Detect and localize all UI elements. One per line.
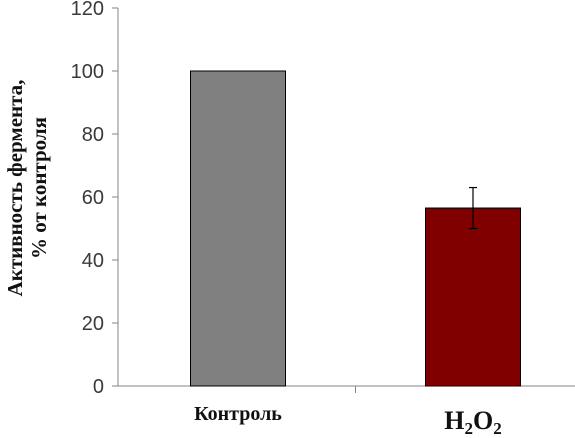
axes: 0 20 40 60 80 100 120 xyxy=(71,0,575,398)
y-tick-label: 120 xyxy=(71,0,104,20)
y-tick-label: 80 xyxy=(82,124,104,146)
error-bars xyxy=(469,186,477,230)
y-tick-label: 20 xyxy=(82,313,104,335)
y-tick-label: 60 xyxy=(82,187,104,209)
bar-2 xyxy=(425,207,521,387)
x-axis-labels: Контроль H2O2 xyxy=(194,403,502,438)
x-category-label-part: H xyxy=(444,406,464,435)
y-axis-title: Активность фермента, % от контроля xyxy=(3,80,51,297)
y-axis-title-line-1: Активность фермента, xyxy=(3,80,27,297)
x-category-label-2: H2O2 xyxy=(444,406,501,438)
y-axis-title-line-2: % от контроля xyxy=(27,117,51,259)
x-category-label-part: 2 xyxy=(493,419,502,438)
bar-1 xyxy=(190,70,286,387)
y-tick-label: 100 xyxy=(71,61,104,83)
x-category-label-part: 2 xyxy=(465,419,474,438)
x-category-label-1: Контроль xyxy=(194,403,282,425)
y-tick-label: 40 xyxy=(82,250,104,272)
x-category-label-part: O xyxy=(473,406,493,435)
y-tick-label: 0 xyxy=(93,376,104,398)
bars xyxy=(190,70,521,387)
